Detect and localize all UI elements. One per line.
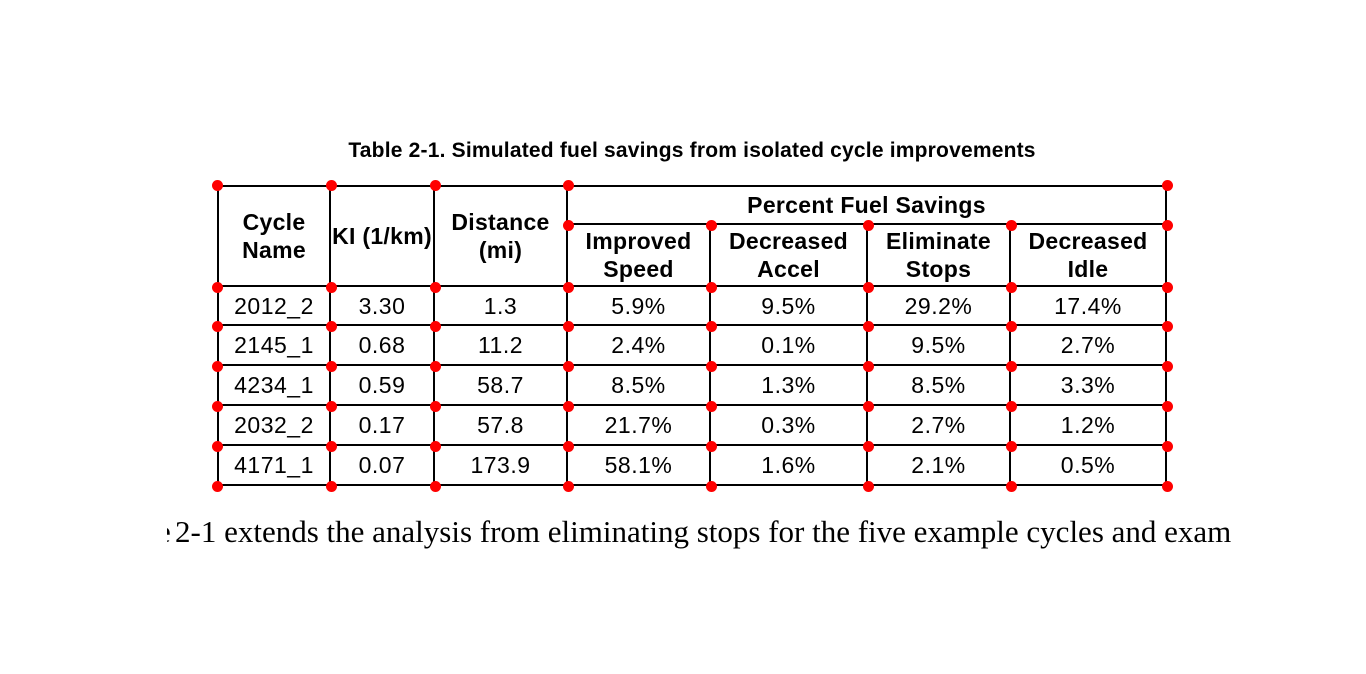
table-cell: 0.59: [331, 366, 435, 406]
fuel-savings-table: Cycle Name KI (1/km) Distance (mi) Perce…: [211, 179, 1173, 492]
table-cell: 8.5%: [868, 366, 1011, 406]
table-cell: 4171_1: [219, 446, 331, 484]
table-cell: 0.17: [331, 406, 435, 446]
column-header-decreased-accel: Decreased Accel: [711, 225, 868, 287]
table-cell: 0.3%: [711, 406, 868, 446]
column-header-eliminate-stops: Eliminate Stops: [868, 225, 1011, 287]
table-cell: 21.7%: [568, 406, 711, 446]
column-header-distance: Distance (mi): [435, 187, 568, 287]
column-header-ki: KI (1/km): [331, 187, 435, 287]
table-cell: 0.68: [331, 326, 435, 366]
table-cell: 2.7%: [1011, 326, 1165, 366]
paragraph-text: 2-1 extends the analysis from eliminatin…: [175, 514, 1232, 549]
table-cell: 1.2%: [1011, 406, 1165, 446]
table-cell: 173.9: [435, 446, 568, 484]
table-cell: 58.7: [435, 366, 568, 406]
table-cell: 3.3%: [1011, 366, 1165, 406]
group-header-percent-fuel-savings: Percent Fuel Savings: [568, 187, 1165, 225]
table-cell: 1.6%: [711, 446, 868, 484]
table-caption: Table 2-1. Simulated fuel savings from i…: [348, 139, 1036, 162]
table-cell: 29.2%: [868, 287, 1011, 326]
table-cell: 1.3%: [711, 366, 868, 406]
table-cell: 9.5%: [711, 287, 868, 326]
table-cell: 8.5%: [568, 366, 711, 406]
table-cell: 17.4%: [1011, 287, 1165, 326]
table-cell: 58.1%: [568, 446, 711, 484]
clipped-character: e: [167, 512, 172, 552]
table-cell: 5.9%: [568, 287, 711, 326]
table-cell: 0.07: [331, 446, 435, 484]
table-cell: 11.2: [435, 326, 568, 366]
table-cell: 57.8: [435, 406, 568, 446]
table-cell: 4234_1: [219, 366, 331, 406]
table-cell: 9.5%: [868, 326, 1011, 366]
table-cell: 2.4%: [568, 326, 711, 366]
paragraph: e2-1 extends the analysis from eliminati…: [167, 512, 1231, 552]
table-cell: 1.3: [435, 287, 568, 326]
table-cell: 2.1%: [868, 446, 1011, 484]
table-cell: 2032_2: [219, 406, 331, 446]
column-header-cycle-name: Cycle Name: [219, 187, 331, 287]
table-cell: 0.1%: [711, 326, 868, 366]
table-cell: 0.5%: [1060, 452, 1116, 478]
table-cell: 2.7%: [868, 406, 1011, 446]
column-header-decreased-idle: Decreased Idle: [1011, 225, 1165, 287]
table-cell: 2145_1: [219, 326, 331, 366]
table-cell: 3.30: [331, 287, 435, 326]
table-cell: 2012_2: [219, 287, 331, 326]
column-header-improved-speed: Improved Speed: [568, 225, 711, 287]
